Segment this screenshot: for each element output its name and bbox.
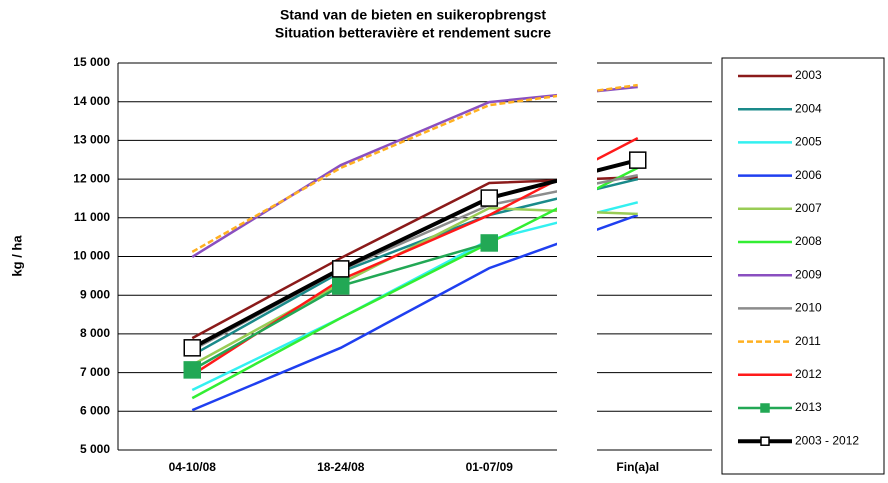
y-tick-label: 9 000 (80, 287, 110, 301)
marker (183, 361, 201, 379)
y-tick-label: 13 000 (73, 133, 110, 147)
y-tick-label: 15 000 (73, 55, 110, 69)
legend-label: 2003 - 2012 (795, 433, 859, 447)
legend-label: 2012 (795, 367, 822, 381)
y-tick-label: 8 000 (80, 326, 110, 340)
marker (480, 189, 498, 207)
y-tick-label: 6 000 (80, 403, 110, 417)
x-tick-label: 01-07/09 (466, 460, 514, 474)
chart-title: Stand van de bieten en suikeropbrengst (280, 7, 546, 23)
legend-label: 2006 (795, 168, 822, 182)
y-axis-label: kg / ha (9, 235, 24, 277)
marker (629, 151, 647, 169)
marker (760, 436, 770, 446)
y-tick-label: 12 000 (73, 171, 110, 185)
marker (332, 260, 350, 278)
marker (760, 403, 770, 413)
x-tick-label: 04-10/08 (169, 460, 217, 474)
legend-label: 2004 (795, 101, 822, 115)
legend-box (721, 57, 885, 475)
marker (480, 234, 498, 252)
legend-label: 2011 (795, 334, 821, 348)
legend-label: 2010 (795, 301, 822, 315)
legend-label: 2007 (795, 201, 822, 215)
chart-subtitle: Situation betteravière et rendement sucr… (275, 25, 551, 41)
y-tick-label: 14 000 (73, 94, 110, 108)
x-tick-label: 18-24/08 (317, 460, 365, 474)
y-tick-label: 10 000 (73, 249, 110, 263)
legend-label: 2013 (795, 400, 822, 414)
break-mask (557, 45, 597, 465)
legend-label: 2008 (795, 234, 822, 248)
y-tick-label: 11 000 (74, 210, 110, 224)
marker (332, 277, 350, 295)
marker (183, 339, 201, 357)
legend-label: 2009 (795, 267, 822, 281)
y-tick-label: 5 000 (80, 442, 110, 456)
legend-label: 2003 (795, 68, 822, 82)
y-tick-label: 7 000 (80, 365, 110, 379)
legend-label: 2005 (795, 135, 822, 149)
x-tick-label: Fin(a)al (616, 460, 659, 474)
